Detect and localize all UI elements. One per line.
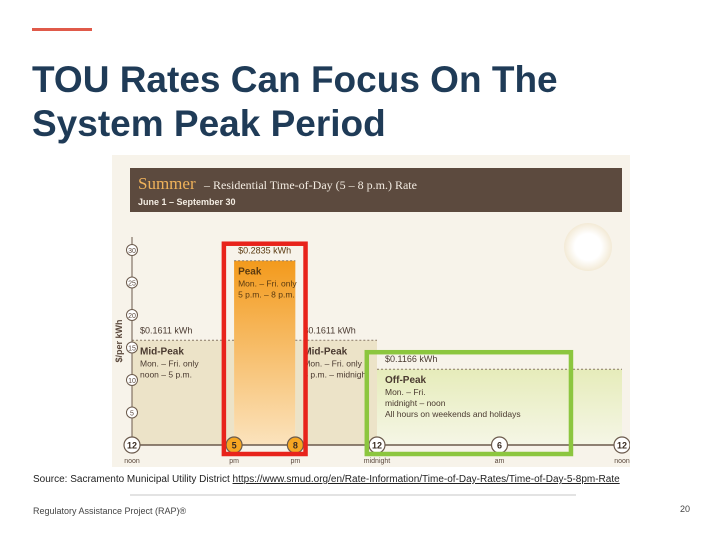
rate-period-line2-0: noon – 5 p.m. (140, 369, 192, 379)
highlight-box-off-peak (364, 349, 574, 457)
x-tick-label-20: 8 (293, 441, 298, 451)
x-tick-sub-24: midnight (364, 458, 391, 465)
x-tick-sub-36: noon (614, 458, 630, 465)
source-link[interactable]: https://www.smud.org/en/Rate-Information… (232, 474, 620, 485)
y-tick-label-5: 5 (130, 411, 134, 418)
tou-rate-chart-svg: Summer – Residential Time-of-Day (5 – 8 … (114, 168, 630, 465)
rate-price-label-2: $0.1611 kWh (303, 325, 355, 335)
slide-title-line-1: TOU Rates Can Focus On The (32, 59, 558, 100)
footer-divider (130, 494, 576, 496)
y-axis-label: $/per kWh (114, 319, 124, 362)
rate-period-line2-1: 5 p.m. – 8 p.m. (238, 290, 295, 300)
tou-rate-chart: Summer – Residential Time-of-Day (5 – 8 … (112, 155, 630, 467)
slide-title: TOU Rates Can Focus On The System Peak P… (32, 58, 672, 146)
rate-period-name-2: Mid-Peak (303, 346, 347, 357)
rate-price-label-0: $0.1611 kWh (140, 325, 192, 335)
x-tick-sub-20: pm (290, 458, 300, 465)
y-tick-marker-10 (126, 374, 138, 386)
chart-title: Summer (138, 174, 196, 193)
x-tick-sub-17: pm (229, 458, 239, 465)
x-tick-label-24: 12 (372, 441, 382, 451)
x-tick-sub-12: noon (124, 458, 140, 465)
y-tick-marker-15 (126, 341, 138, 354)
rate-period-line1-1: Mon. – Fri. only (238, 279, 297, 289)
rate-period-name-0: Mid-Peak (140, 346, 184, 357)
rate-bar-0 (132, 340, 235, 445)
x-tick-label-12: 12 (127, 441, 137, 451)
x-tick-marker-36 (613, 436, 630, 454)
y-tick-label-15: 15 (128, 346, 136, 353)
rate-period-name-3: Off-Peak (385, 375, 427, 386)
rate-period-line3-3: All hours on weekends and holidays (385, 409, 521, 419)
y-tick-marker-30 (126, 244, 138, 256)
slide-title-line-2: System Peak Period (32, 103, 386, 144)
rate-period-line2-2: 8 p.m. – midnight (303, 369, 369, 379)
source-note: Source: Sacramento Municipal Utility Dis… (33, 474, 633, 485)
x-tick-marker-12 (123, 436, 141, 454)
rate-period-line1-3: Mon. – Fri. (385, 387, 426, 397)
rate-period-line1-2: Mon. – Fri. only (303, 358, 362, 368)
rate-period-line1-0: Mon. – Fri. only (140, 358, 199, 368)
rate-bar-3 (377, 369, 622, 445)
rate-bar-2 (295, 340, 377, 445)
y-tick-label-10: 10 (128, 378, 136, 385)
y-tick-label-25: 25 (128, 281, 136, 288)
chart-date-range: June 1 – September 30 (138, 197, 236, 207)
title-accent-line (32, 28, 92, 31)
rate-price-label-3: $0.1166 kWh (385, 354, 437, 364)
y-tick-marker-5 (126, 406, 138, 419)
x-tick-sub-30: am (495, 458, 505, 465)
chart-subtitle: – Residential Time-of-Day (5 – 8 p.m.) R… (203, 178, 417, 192)
x-tick-label-30: 6 (497, 441, 502, 451)
x-tick-label-17: 5 (232, 441, 237, 451)
y-tick-label-20: 20 (128, 313, 136, 320)
y-tick-marker-20 (126, 309, 138, 321)
y-tick-label-30: 30 (128, 248, 136, 255)
rate-period-name-1: Peak (238, 267, 262, 278)
source-prefix: Source: Sacramento Municipal Utility Dis… (33, 474, 233, 485)
page-number: 20 (679, 504, 690, 514)
chart-header-band (130, 168, 622, 212)
rate-price-label-1: $0.2835 kWh (238, 246, 291, 256)
footer-organization: Regulatory Assistance Project (RAP)® (33, 506, 187, 516)
highlight-box-peak (221, 241, 308, 457)
sun-icon (564, 223, 612, 271)
rate-period-line2-3: midnight – noon (385, 398, 446, 408)
rate-bar-1 (234, 260, 296, 445)
y-tick-marker-25 (126, 276, 138, 289)
x-tick-label-36: 12 (617, 441, 627, 451)
